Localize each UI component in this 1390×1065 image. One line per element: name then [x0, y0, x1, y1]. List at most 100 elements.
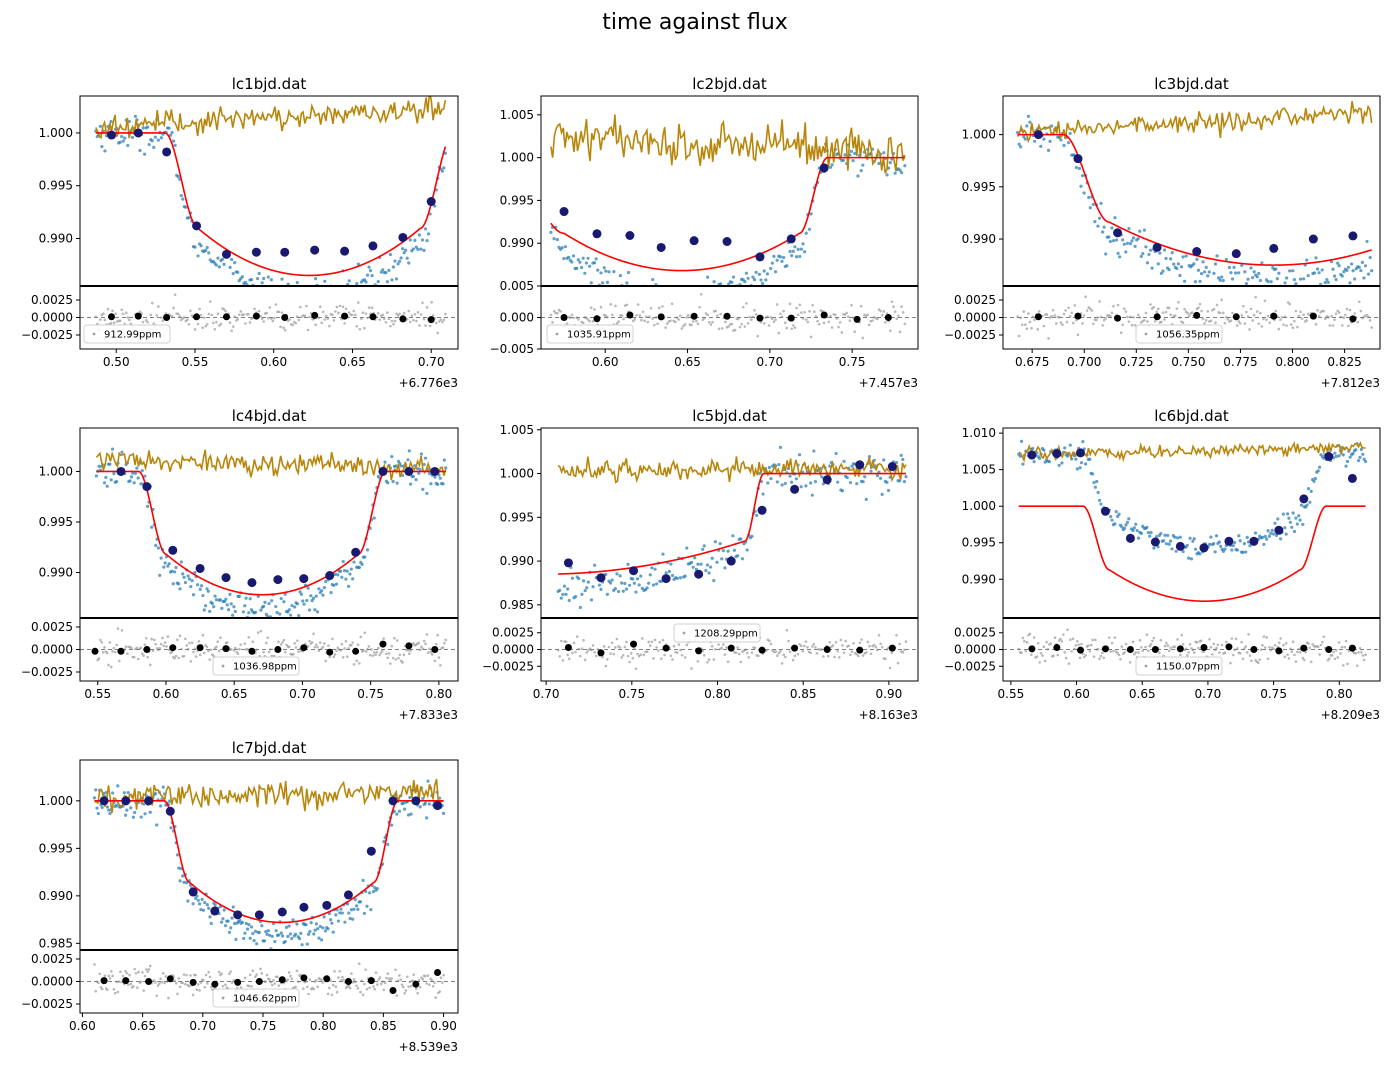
- data-point: [1305, 503, 1309, 507]
- data-point: [150, 525, 154, 529]
- residual-point: [1235, 324, 1239, 327]
- residual-binned-point: [884, 314, 892, 321]
- residual-point: [1342, 316, 1346, 319]
- residual-point: [783, 321, 787, 325]
- data-point: [352, 907, 356, 911]
- data-point: [1095, 479, 1099, 484]
- residual-point: [753, 646, 757, 650]
- res-y-tick-label: 0.0000: [31, 643, 73, 657]
- residual-point: [439, 663, 442, 667]
- residual-point: [647, 640, 650, 644]
- data-point: [1075, 467, 1079, 471]
- residual-binned-point: [758, 646, 766, 654]
- data-point: [625, 281, 629, 285]
- residual-point: [792, 324, 795, 327]
- data-point: [1068, 443, 1072, 447]
- residual-point: [352, 663, 356, 666]
- residual-point: [116, 990, 120, 994]
- residual-point: [1368, 319, 1372, 322]
- data-point: [441, 482, 445, 486]
- residual-point: [648, 644, 652, 648]
- residual-point: [1146, 649, 1150, 653]
- data-point: [198, 587, 202, 592]
- residual-point: [368, 986, 371, 989]
- residual-point: [375, 650, 379, 654]
- res-y-tick-label: −0.0025: [21, 997, 73, 1011]
- data-point: [291, 918, 295, 922]
- residual-point: [361, 993, 365, 997]
- data-point: [338, 569, 343, 573]
- residual-point: [352, 978, 356, 981]
- data-point: [110, 447, 115, 451]
- residual-point: [397, 656, 400, 660]
- residual-binned-point: [1053, 643, 1061, 651]
- y-tick-label: 0.990: [39, 232, 73, 246]
- data-point: [750, 534, 754, 539]
- data-point: [341, 559, 345, 564]
- residual-binned-point: [1126, 646, 1134, 653]
- data-point: [1288, 520, 1292, 524]
- residual-point: [741, 305, 745, 309]
- residual-point: [1056, 653, 1060, 657]
- residual-point: [1039, 651, 1043, 655]
- residual-point: [198, 653, 202, 657]
- data-point: [1149, 530, 1153, 535]
- residual-point: [100, 641, 104, 644]
- residual-point: [817, 323, 821, 326]
- residual-point: [314, 323, 317, 326]
- data-point: [1269, 531, 1273, 535]
- binned-point: [661, 574, 671, 584]
- data-point: [1148, 248, 1153, 252]
- data-point: [634, 590, 638, 594]
- residual-point: [801, 649, 805, 653]
- x-tick-label: 0.60: [260, 355, 287, 369]
- residual-point: [707, 321, 711, 324]
- residual-point: [1333, 318, 1336, 322]
- data-point: [425, 491, 429, 496]
- data-point: [667, 569, 671, 574]
- residual-point: [404, 989, 408, 992]
- data-point: [1174, 549, 1178, 553]
- data-point: [1166, 533, 1170, 538]
- residual-point: [839, 638, 843, 642]
- residual-point: [129, 322, 133, 326]
- y-tick-label: 1.010: [962, 426, 996, 440]
- binned-point: [411, 796, 421, 806]
- res-y-tick-label: 0.005: [500, 279, 534, 293]
- residual-point: [880, 645, 884, 649]
- data-point: [266, 275, 270, 279]
- data-point: [1244, 281, 1249, 286]
- residual-point: [108, 977, 112, 980]
- data-point: [227, 930, 232, 935]
- data-point: [1337, 264, 1341, 268]
- residual-point: [236, 318, 240, 321]
- data-point: [1063, 446, 1067, 450]
- data-point: [390, 823, 394, 827]
- flux-panel: [549, 114, 907, 286]
- data-point: [610, 578, 614, 582]
- residual-point: [810, 645, 814, 648]
- residual-point: [120, 308, 124, 312]
- data-point: [217, 265, 222, 269]
- residual-point: [779, 649, 782, 653]
- residual-point: [1248, 328, 1251, 331]
- residual-point: [220, 972, 223, 975]
- y-tick-label: 1.000: [39, 464, 73, 478]
- data-point: [406, 458, 410, 462]
- data-point: [809, 212, 813, 216]
- residual-point: [361, 311, 365, 315]
- residual-binned-point: [630, 640, 638, 648]
- residual-binned-point: [367, 977, 375, 985]
- data-point: [233, 261, 237, 265]
- y-tick-label: 1.000: [962, 499, 996, 513]
- residual-point: [196, 322, 200, 326]
- data-point: [312, 932, 316, 936]
- data-point: [257, 930, 261, 934]
- residual-point: [740, 322, 743, 326]
- data-point: [1096, 224, 1100, 228]
- residual-point: [1355, 664, 1359, 668]
- flux-panel: [92, 778, 446, 950]
- y-tick-label: 1.000: [962, 128, 996, 142]
- data-point: [777, 462, 781, 467]
- data-point: [1172, 262, 1176, 266]
